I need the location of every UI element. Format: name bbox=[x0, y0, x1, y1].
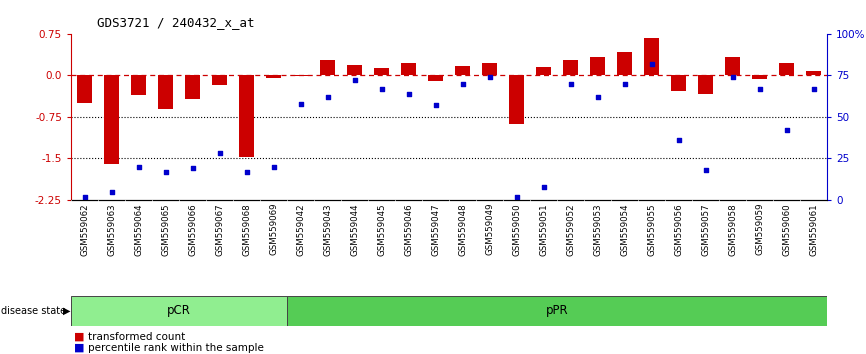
Text: GSM559048: GSM559048 bbox=[458, 203, 467, 256]
Text: transformed count: transformed count bbox=[88, 332, 185, 342]
Text: GSM559060: GSM559060 bbox=[782, 203, 791, 256]
Point bbox=[185, 166, 199, 171]
Point bbox=[320, 94, 334, 100]
Point bbox=[591, 94, 604, 100]
Text: GSM559064: GSM559064 bbox=[134, 203, 143, 256]
Bar bbox=[239, 75, 254, 157]
Bar bbox=[347, 65, 362, 75]
Point bbox=[726, 74, 740, 80]
Text: pCR: pCR bbox=[167, 304, 191, 317]
Text: pPR: pPR bbox=[546, 304, 568, 317]
Bar bbox=[320, 60, 335, 75]
Text: GSM559050: GSM559050 bbox=[512, 203, 521, 256]
Bar bbox=[482, 63, 497, 75]
Text: GSM559045: GSM559045 bbox=[377, 203, 386, 256]
Text: GSM559061: GSM559061 bbox=[809, 203, 818, 256]
Text: GSM559044: GSM559044 bbox=[350, 203, 359, 256]
Bar bbox=[287, 296, 827, 326]
Point bbox=[158, 169, 172, 175]
Point bbox=[105, 189, 119, 195]
Text: ■: ■ bbox=[74, 332, 84, 342]
Text: percentile rank within the sample: percentile rank within the sample bbox=[88, 343, 264, 353]
Bar bbox=[644, 38, 659, 75]
Text: GSM559065: GSM559065 bbox=[161, 203, 170, 256]
Bar bbox=[698, 75, 713, 93]
Point bbox=[564, 81, 578, 86]
Point bbox=[699, 167, 713, 173]
Point bbox=[429, 102, 443, 108]
Text: GSM559046: GSM559046 bbox=[404, 203, 413, 256]
Bar bbox=[266, 75, 281, 78]
Text: GSM559043: GSM559043 bbox=[323, 203, 332, 256]
Bar bbox=[428, 75, 443, 81]
Point bbox=[132, 164, 145, 170]
Bar bbox=[752, 75, 767, 79]
Point bbox=[240, 169, 254, 175]
Point bbox=[78, 194, 92, 200]
Bar bbox=[374, 68, 389, 75]
Point bbox=[482, 74, 496, 80]
Bar bbox=[131, 75, 146, 95]
Text: ■: ■ bbox=[74, 343, 84, 353]
Point bbox=[672, 137, 686, 143]
Text: GSM559068: GSM559068 bbox=[242, 203, 251, 256]
Text: GSM559047: GSM559047 bbox=[431, 203, 440, 256]
Bar bbox=[617, 52, 632, 75]
Text: GSM559053: GSM559053 bbox=[593, 203, 602, 256]
Point bbox=[375, 86, 389, 91]
Text: GSM559052: GSM559052 bbox=[566, 203, 575, 256]
Bar bbox=[509, 75, 524, 124]
Text: GSM559054: GSM559054 bbox=[620, 203, 629, 256]
Text: GSM559062: GSM559062 bbox=[80, 203, 89, 256]
Text: GSM559066: GSM559066 bbox=[188, 203, 197, 256]
Bar bbox=[536, 68, 551, 75]
Bar bbox=[779, 63, 794, 75]
Point bbox=[779, 127, 793, 133]
Point bbox=[753, 86, 766, 91]
Bar bbox=[212, 75, 227, 85]
Bar bbox=[401, 63, 416, 75]
Point bbox=[644, 61, 658, 67]
Bar bbox=[456, 66, 470, 75]
Point bbox=[402, 91, 416, 96]
Text: GSM559067: GSM559067 bbox=[215, 203, 224, 256]
Bar bbox=[77, 75, 92, 103]
Text: GSM559059: GSM559059 bbox=[755, 203, 764, 255]
Point bbox=[347, 78, 361, 83]
Bar bbox=[185, 75, 200, 98]
Text: GDS3721 / 240432_x_at: GDS3721 / 240432_x_at bbox=[97, 16, 255, 29]
Text: GSM559057: GSM559057 bbox=[701, 203, 710, 256]
Point bbox=[456, 81, 469, 86]
Bar bbox=[590, 57, 605, 75]
Text: GSM559049: GSM559049 bbox=[485, 203, 494, 255]
Text: GSM559056: GSM559056 bbox=[674, 203, 683, 256]
Point bbox=[617, 81, 631, 86]
Point bbox=[267, 164, 281, 170]
Bar bbox=[563, 60, 578, 75]
Bar bbox=[158, 75, 173, 109]
Point bbox=[294, 101, 307, 106]
Text: ▶: ▶ bbox=[63, 306, 71, 316]
Text: GSM559042: GSM559042 bbox=[296, 203, 305, 256]
Text: disease state: disease state bbox=[1, 306, 66, 316]
Point bbox=[212, 150, 226, 156]
Point bbox=[806, 86, 820, 91]
Bar bbox=[71, 296, 287, 326]
Bar bbox=[293, 75, 308, 76]
Text: GSM559055: GSM559055 bbox=[647, 203, 656, 256]
Bar bbox=[104, 75, 119, 164]
Text: GSM559063: GSM559063 bbox=[107, 203, 116, 256]
Bar bbox=[671, 75, 686, 91]
Text: GSM559069: GSM559069 bbox=[269, 203, 278, 255]
Text: GSM559051: GSM559051 bbox=[539, 203, 548, 256]
Text: GSM559058: GSM559058 bbox=[728, 203, 737, 256]
Bar bbox=[725, 57, 740, 75]
Bar bbox=[806, 71, 821, 75]
Point bbox=[509, 194, 523, 200]
Point bbox=[537, 184, 551, 189]
